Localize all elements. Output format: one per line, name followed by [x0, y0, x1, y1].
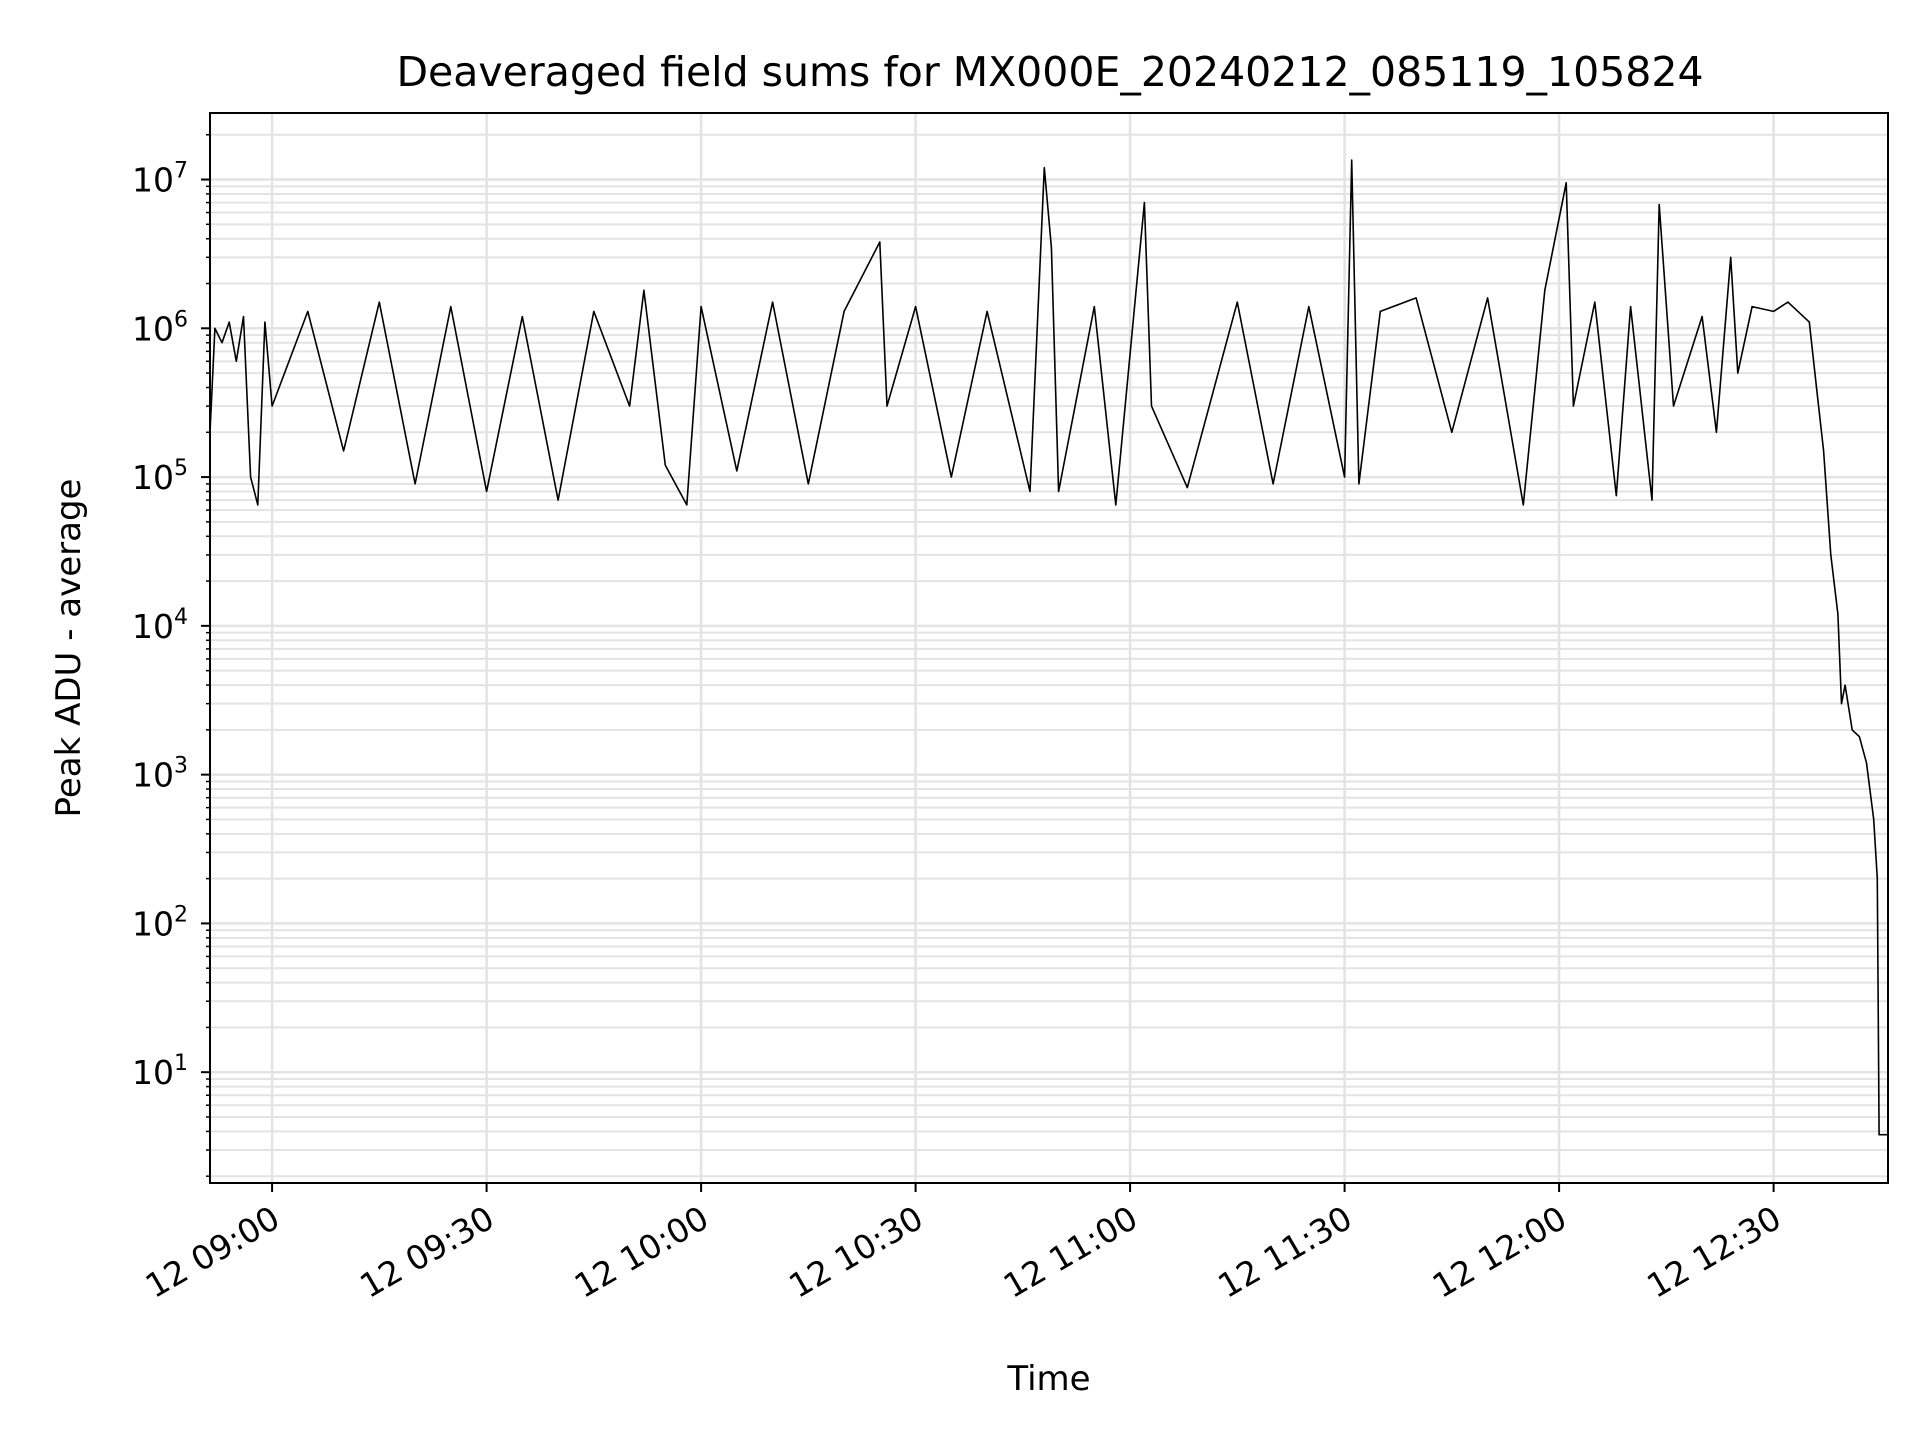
series-line	[209, 159, 1888, 1136]
y-tick-label-base: 10	[132, 458, 174, 497]
y-tick-label: 102	[132, 902, 188, 943]
y-tick-label-base: 10	[132, 756, 174, 795]
y-tick-label-base: 10	[132, 1053, 174, 1092]
y-tick-label-base: 10	[132, 309, 174, 348]
y-tick-label-exponent: 4	[174, 605, 188, 630]
minor-gridlines	[206, 133, 1888, 1178]
y-tick-label: 101	[132, 1051, 188, 1092]
y-tick-label-exponent: 3	[174, 754, 188, 779]
y-tick-label: 105	[132, 456, 188, 497]
y-tick-label-exponent: 6	[174, 307, 188, 332]
y-tick-label-base: 10	[132, 161, 174, 200]
y-tick-label: 103	[132, 754, 188, 795]
chart-title: Deaveraged field sums for MX000E_2024021…	[396, 48, 1703, 96]
plot-frame	[209, 112, 1889, 1184]
y-tick-label: 106	[132, 307, 188, 348]
y-tick-label-exponent: 7	[174, 159, 188, 184]
y-tick-label: 107	[132, 159, 188, 200]
y-tick-label-exponent: 1	[174, 1051, 188, 1076]
y-tick-label-base: 10	[132, 904, 174, 943]
y-tick-label: 104	[132, 605, 188, 646]
y-tick-label-exponent: 2	[174, 902, 188, 927]
y-tick-label-base: 10	[132, 607, 174, 646]
y-axis-title: Peak ADU - average	[49, 479, 89, 818]
y-tick-label-exponent: 5	[174, 456, 188, 481]
major-gridlines	[210, 113, 1888, 1183]
series-layer	[209, 159, 1888, 1136]
x-axis-title: Time	[1006, 1359, 1090, 1399]
